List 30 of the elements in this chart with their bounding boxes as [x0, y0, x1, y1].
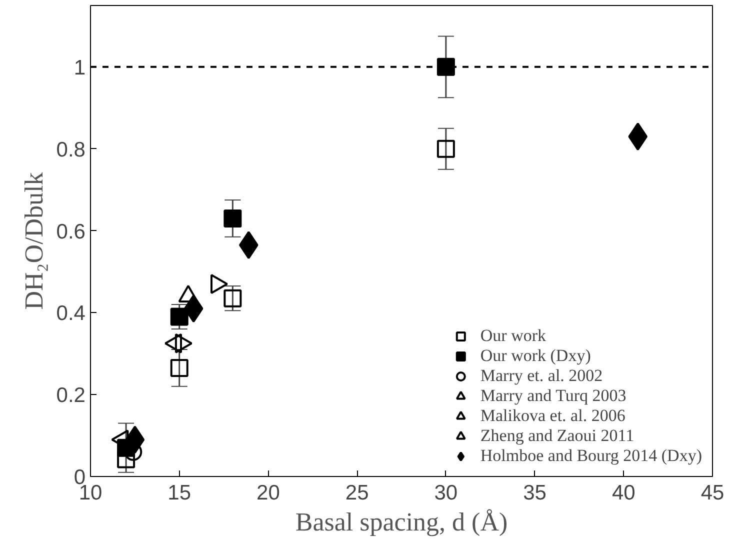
legend-label: Marry et. al. 2002 — [480, 366, 603, 386]
y-tick-label: 0.4 — [56, 302, 86, 326]
y-tick-label: 0.2 — [56, 384, 86, 408]
legend-label: Holmboe and Bourg 2014 (Dxy) — [480, 446, 702, 466]
x-tick-label: 25 — [345, 482, 369, 504]
x-tick-label: 15 — [168, 482, 192, 504]
point — [436, 140, 455, 158]
y-axis-title: DH₂O/Dbulk — [19, 172, 48, 310]
x-tick-label: 40 — [612, 482, 636, 504]
x-axis-title: Basal spacing, d (Å) — [295, 508, 508, 536]
x-tick-label: 45 — [700, 482, 724, 504]
point — [170, 308, 188, 326]
point — [224, 209, 242, 228]
legend-label: Our work — [480, 326, 546, 346]
legend-label: Zheng and Zaoui 2011 — [480, 426, 634, 446]
point — [436, 58, 455, 76]
point — [628, 122, 648, 151]
x-tick-label: 35 — [523, 482, 546, 504]
point — [224, 289, 242, 308]
x-tick-label: 20 — [256, 482, 280, 504]
point — [125, 426, 145, 454]
legend-label: Our work (Dxy) — [480, 346, 591, 366]
point — [170, 358, 188, 377]
x-tick-label: 30 — [434, 482, 458, 504]
point — [184, 294, 204, 323]
legend-label: Malikova et. al. 2006 — [480, 406, 626, 426]
y-tick-label: 0.8 — [56, 138, 86, 162]
y-tick-label: 0.6 — [56, 220, 86, 244]
legend-label: Marry and Turq 2003 — [480, 386, 626, 406]
y-tick-label: 1 — [74, 56, 86, 80]
